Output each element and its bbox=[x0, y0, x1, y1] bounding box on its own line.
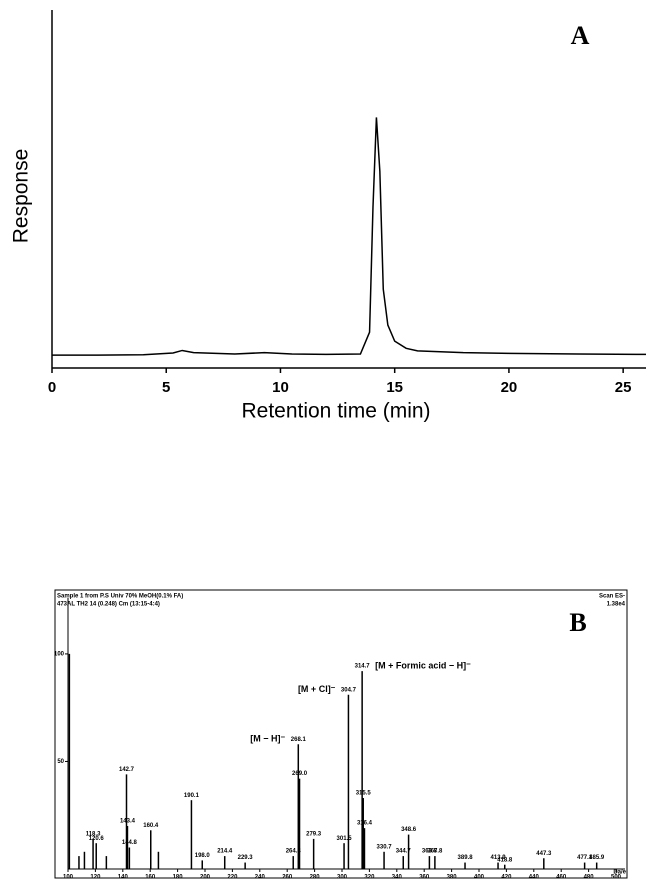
peak-label: 143.4 bbox=[120, 819, 136, 825]
x-tick-label: 240 bbox=[255, 875, 266, 881]
peak-label: 214.4 bbox=[217, 849, 233, 855]
peak-label: 120.6 bbox=[89, 836, 105, 842]
peak-label: 142.7 bbox=[119, 767, 135, 773]
x-tick-label: 360 bbox=[419, 875, 430, 881]
peak-label: 229.3 bbox=[238, 855, 254, 861]
x-tick-label: 380 bbox=[447, 875, 458, 881]
x-tick-label: 120 bbox=[90, 875, 101, 881]
x-tick-label: 320 bbox=[364, 875, 375, 881]
peak-label: 118.3 bbox=[86, 831, 101, 837]
x-tick-label: 0 bbox=[48, 379, 56, 396]
x-tick-label: 280 bbox=[310, 875, 321, 881]
peak-label: 160.4 bbox=[143, 823, 159, 829]
x-tick-label: 160 bbox=[145, 875, 156, 881]
trace bbox=[52, 117, 647, 356]
x-tick-label: 15 bbox=[386, 379, 403, 396]
x-tick-label: 200 bbox=[200, 875, 211, 881]
peak-label: 485.9 bbox=[589, 855, 605, 861]
y-axis-label: Response bbox=[10, 149, 33, 244]
peak-label: 418.8 bbox=[497, 857, 513, 863]
peak-label: 477.1 bbox=[577, 855, 593, 861]
peak-label: 315.5 bbox=[356, 791, 372, 797]
y-tick-label: 100 bbox=[54, 651, 65, 657]
scan-mode: Scan ES- bbox=[599, 594, 625, 600]
x-tick-label: 260 bbox=[282, 875, 293, 881]
panel-frame bbox=[54, 589, 628, 879]
peak-label: 198.0 bbox=[195, 853, 211, 859]
x-tick-label: 100 bbox=[63, 875, 74, 881]
x-tick-label: 220 bbox=[227, 875, 238, 881]
peak-label: 344.7 bbox=[396, 849, 412, 855]
peak-label: 348.6 bbox=[401, 827, 417, 833]
ion-label: [M − H]⁻ bbox=[250, 734, 285, 744]
peak-label: 304.7 bbox=[341, 687, 357, 693]
peak-label: 413.9 bbox=[491, 855, 507, 861]
x-tick-label: 140 bbox=[118, 875, 129, 881]
peak-label: 330.7 bbox=[377, 844, 393, 850]
x-tick-label: 420 bbox=[501, 875, 512, 881]
peak-label: 389.8 bbox=[458, 855, 474, 861]
peak-label: 264.4 bbox=[286, 849, 302, 855]
y-tick-label: 50 bbox=[57, 759, 64, 765]
peak-label: 367.8 bbox=[427, 849, 443, 855]
x-tick-label: 5 bbox=[162, 379, 170, 396]
peak-label: 190.1 bbox=[184, 793, 200, 799]
x-tick-label: 460 bbox=[556, 875, 567, 881]
peak-label: 363.8 bbox=[422, 849, 438, 855]
ion-label: [M + Formic acid − H]⁻ bbox=[375, 661, 471, 671]
x-tick-label: 10 bbox=[272, 379, 289, 396]
ion-label: [M + Cl]⁻ bbox=[298, 684, 336, 694]
x-tick-label: 340 bbox=[392, 875, 403, 881]
peak-label: 268.1 bbox=[291, 737, 307, 743]
x-tick-label: 440 bbox=[529, 875, 540, 881]
peak-label: 269.0 bbox=[292, 771, 308, 777]
peak-label: 447.3 bbox=[536, 851, 552, 857]
x-tick-label: 20 bbox=[501, 379, 518, 396]
peak-label: 144.8 bbox=[122, 840, 138, 846]
x-tick-label: 300 bbox=[337, 875, 348, 881]
x-tick-label: 180 bbox=[173, 875, 184, 881]
x-axis-label: Retention time (min) bbox=[241, 400, 430, 423]
x-tick-label: 480 bbox=[584, 875, 595, 881]
peak-label: 301.5 bbox=[337, 836, 353, 842]
x-tick-label: 25 bbox=[615, 379, 632, 396]
panel-label: A bbox=[571, 21, 590, 50]
x-tick-label: 400 bbox=[474, 875, 485, 881]
header-line: Sample 1 from P.S Univ 70% MeOH(0.1% FA) bbox=[57, 594, 183, 600]
panel-label: B bbox=[569, 608, 586, 637]
peak-label: 279.3 bbox=[306, 831, 322, 837]
header-line: 473AL TH2 14 (0.248) Cm (13:15-4:4) bbox=[57, 602, 160, 608]
x-unit: Da/e bbox=[613, 870, 626, 876]
x-tick-label: 500 bbox=[611, 875, 622, 881]
peak-label: 314.7 bbox=[355, 664, 371, 670]
peak-label: 316.4 bbox=[357, 821, 373, 827]
scan-intensity: 1.38e4 bbox=[607, 602, 626, 608]
